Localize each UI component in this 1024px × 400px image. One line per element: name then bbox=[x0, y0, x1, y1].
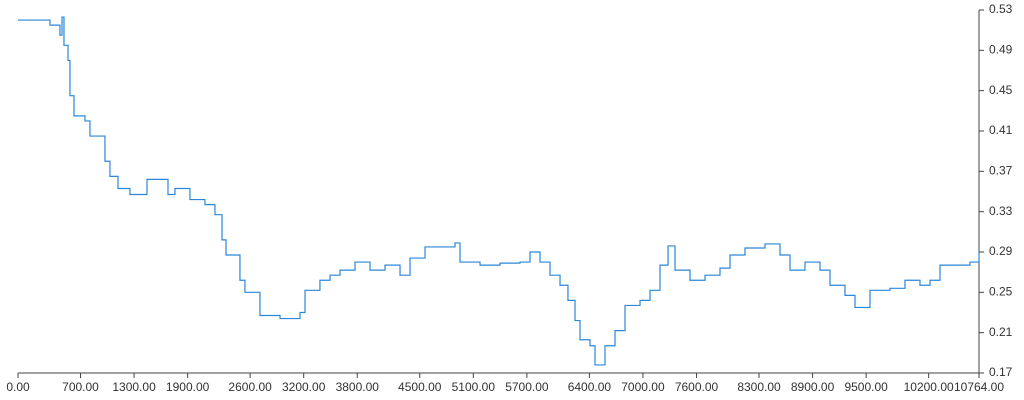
y-tick-label: 0.29 bbox=[989, 244, 1013, 258]
y-tick-label: 0.49 bbox=[989, 43, 1013, 57]
x-tick-label: 700.00 bbox=[62, 380, 99, 394]
y-tick-label: 0.41 bbox=[989, 123, 1013, 137]
x-tick-label: 7000.00 bbox=[621, 380, 665, 394]
y-tick-label: 0.45 bbox=[989, 83, 1013, 97]
x-tick-label: 10764.00 bbox=[954, 380, 1004, 394]
x-tick-label: 9500.00 bbox=[844, 380, 888, 394]
x-tick-label: 4500.00 bbox=[398, 380, 442, 394]
x-tick-label: 1300.00 bbox=[112, 380, 156, 394]
x-tick-label: 3200.00 bbox=[282, 380, 326, 394]
y-tick-label: 0.17 bbox=[989, 365, 1013, 379]
x-tick-label: 5700.00 bbox=[505, 380, 549, 394]
x-tick-label: 1900.00 bbox=[166, 380, 210, 394]
x-tick-label: 8300.00 bbox=[737, 380, 781, 394]
y-tick-label: 0.37 bbox=[989, 164, 1013, 178]
data-line bbox=[18, 16, 980, 366]
x-tick-label: 10200.00 bbox=[904, 380, 954, 394]
x-tick-label: 6400.00 bbox=[568, 380, 612, 394]
y-tick-label: 0.33 bbox=[989, 204, 1013, 218]
x-tick-label: 8900.00 bbox=[791, 380, 835, 394]
y-tick-label: 0.21 bbox=[989, 325, 1013, 339]
x-tick-label: 3800.00 bbox=[336, 380, 380, 394]
y-tick-label: 0.25 bbox=[989, 285, 1013, 299]
x-tick-label: 7600.00 bbox=[675, 380, 719, 394]
x-tick-label: 0.00 bbox=[6, 380, 30, 394]
y-tick-label: 0.53 bbox=[989, 2, 1013, 16]
x-tick-label: 2600.00 bbox=[228, 380, 272, 394]
x-tick-label: 5100.00 bbox=[452, 380, 496, 394]
